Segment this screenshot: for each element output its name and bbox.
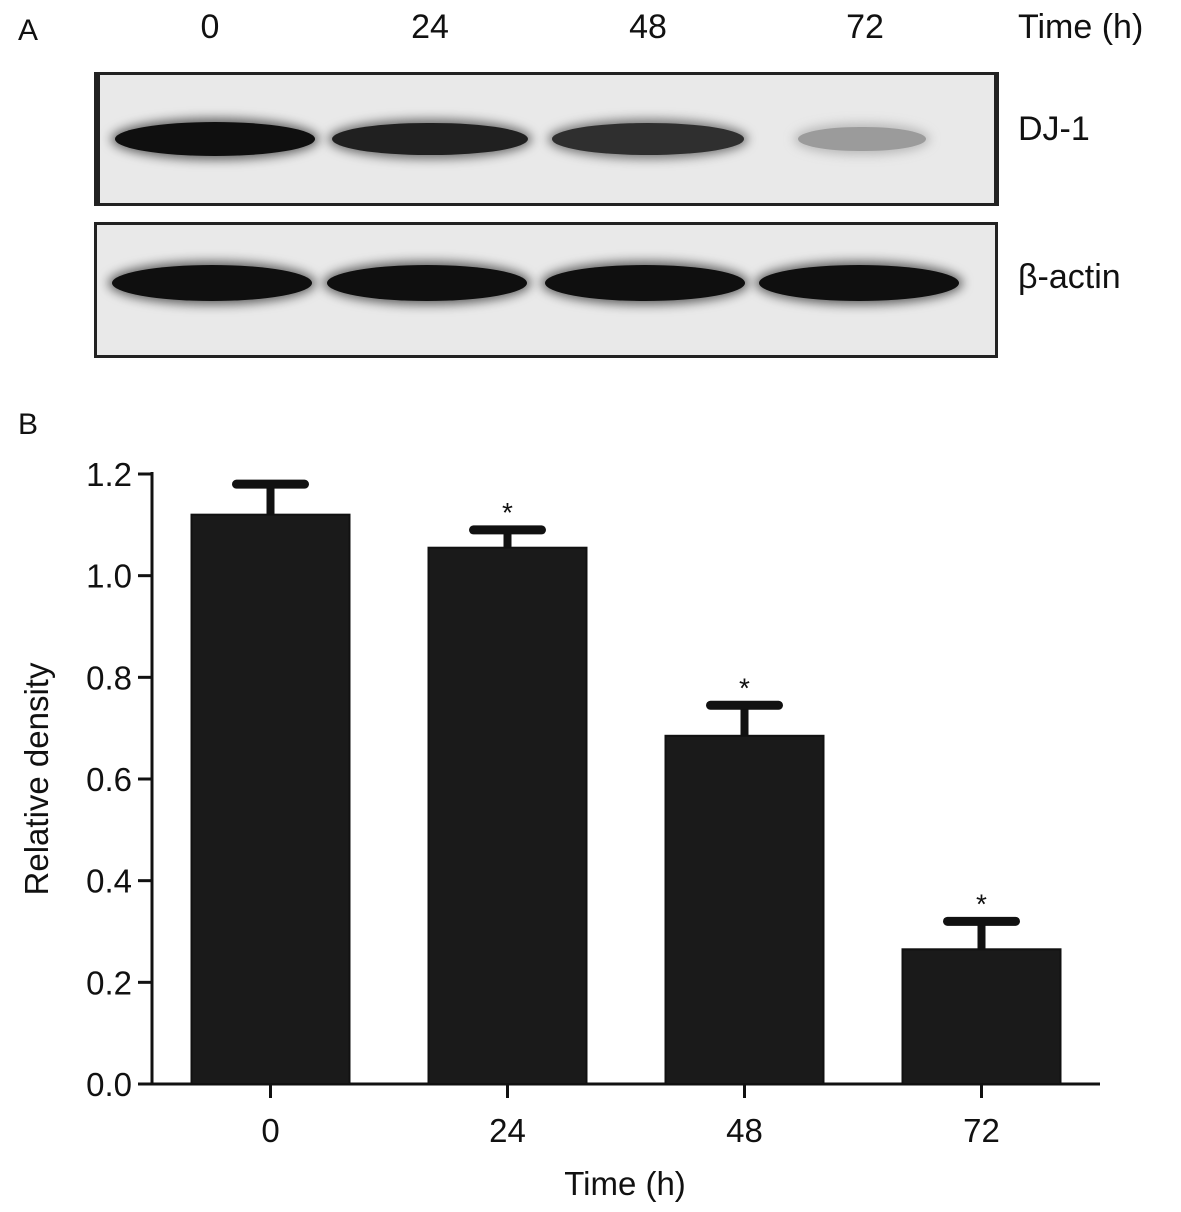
- significance-marker-24: *: [502, 497, 513, 528]
- x-tick-label: 48: [726, 1112, 763, 1149]
- y-tick-label: 0.4: [86, 863, 132, 900]
- x-tick-label: 24: [489, 1112, 526, 1149]
- band-dj1-72: [798, 126, 926, 152]
- bar-24: [427, 546, 588, 1085]
- x-tick-label: 72: [963, 1112, 1000, 1149]
- blot-time-label: Time (h): [1018, 8, 1144, 46]
- x-axis-title: Time (h): [564, 1165, 686, 1202]
- lane-label-24: 24: [411, 8, 449, 46]
- significance-marker-72: *: [976, 888, 987, 919]
- bars: * * *: [190, 479, 1062, 1086]
- bar-72: [901, 948, 1062, 1086]
- y-tick-label: 1.2: [86, 456, 132, 493]
- lane-label-48: 48: [629, 8, 667, 46]
- bar-0: [190, 513, 351, 1085]
- band-dj1-0: [115, 122, 315, 156]
- beta-actin-blot: [94, 222, 998, 358]
- band-beta-actin-24: [327, 265, 527, 301]
- band-beta-actin-0: [112, 265, 312, 301]
- lane-label-72: 72: [846, 8, 884, 46]
- dj1-label: DJ-1: [1018, 110, 1090, 148]
- y-tick-label: 0.0: [86, 1066, 132, 1103]
- y-tick-label: 1.0: [86, 558, 132, 595]
- y-axis-title: Relative density: [18, 662, 55, 895]
- panel-a-label: A: [18, 14, 39, 47]
- y-tick-label: 0.8: [86, 659, 132, 696]
- dj1-blot: [94, 72, 999, 206]
- x-axis: 0 24 48 72: [151, 1082, 1100, 1149]
- panel-b-label: B: [18, 408, 39, 441]
- band-beta-actin-48: [545, 265, 745, 301]
- significance-marker-48: *: [739, 672, 750, 703]
- band-dj1-48: [551, 123, 745, 155]
- y-axis: 0.0 0.2 0.4 0.6 0.8 1.0 1.2: [86, 456, 154, 1103]
- band-dj1-24: [332, 122, 528, 156]
- y-tick-label: 0.2: [86, 964, 132, 1001]
- y-tick-label: 0.6: [86, 761, 132, 798]
- x-tick-label: 0: [261, 1112, 279, 1149]
- band-beta-actin-72: [759, 265, 959, 301]
- lane-label-0: 0: [200, 8, 220, 46]
- bar-48: [664, 734, 825, 1086]
- beta-actin-label: β-actin: [1018, 258, 1121, 296]
